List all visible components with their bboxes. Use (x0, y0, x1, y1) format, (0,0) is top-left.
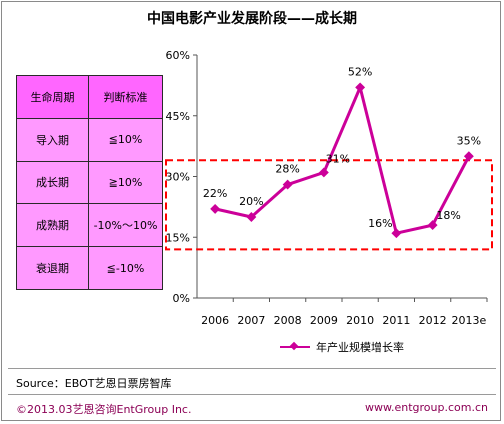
x-tick-label: 2011 (382, 314, 410, 327)
x-tick-label: 2006 (201, 314, 229, 327)
source-note: Source：EBOT艺恩日票房智库 (16, 377, 172, 390)
table-row: 导入期 ≦10% (16, 117, 163, 162)
table-header-cell: 生命周期 (16, 75, 89, 119)
data-label: 20% (239, 195, 263, 208)
y-tick-label: 30% (166, 171, 190, 184)
data-point (318, 167, 329, 178)
data-label: 22% (203, 187, 227, 200)
table-cell: 成熟期 (16, 203, 89, 248)
table-cell: -10%～10% (88, 203, 163, 248)
x-tick-label: 2010 (346, 314, 374, 327)
data-label: 28% (275, 163, 299, 176)
series-line (214, 85, 471, 235)
legend-label: 年产业规模增长率 (316, 341, 404, 354)
table-cell: ≧10% (88, 160, 163, 205)
divider-line (8, 394, 496, 395)
y-tick-label: 45% (166, 110, 190, 123)
copyright-text: ©2013.03艺恩咨询EntGroup Inc. (16, 403, 192, 416)
website-link[interactable]: www.entgroup.com.cn (365, 401, 488, 414)
x-tick-label: 2013e (451, 314, 486, 327)
table-row: 成熟期 -10%～10% (16, 203, 163, 248)
table-row: 衰退期 ≦-10% (16, 246, 163, 290)
highlight-box (165, 159, 493, 251)
table-cell: ≦-10% (88, 246, 163, 290)
data-label: 16% (368, 217, 392, 230)
x-tick-label: 2008 (274, 314, 302, 327)
chart-title: 中国电影产业发展阶段——成长期 (147, 11, 357, 27)
y-tick-label: 0% (173, 292, 190, 305)
data-point (210, 203, 221, 214)
data-label: 18% (436, 209, 460, 222)
table-header-cell: 判断标准 (88, 75, 163, 119)
data-point (355, 82, 366, 93)
x-tick-label: 2009 (310, 314, 338, 327)
data-label: 31% (326, 152, 350, 165)
data-label: 52% (348, 65, 372, 78)
table-cell: 衰退期 (16, 246, 89, 290)
x-tick-label: 2007 (237, 314, 265, 327)
data-label: 35% (457, 134, 481, 147)
y-tick-label: 15% (166, 231, 190, 244)
table-cell: ≦10% (88, 117, 163, 162)
data-point (391, 228, 402, 239)
chart-legend: 年产业规模增长率 (280, 340, 404, 354)
data-point (463, 151, 474, 162)
data-point (246, 212, 257, 222)
table-row: 成长期 ≧10% (16, 160, 163, 205)
legend-line-marker (280, 346, 310, 348)
table-header-row: 生命周期 判断标准 (16, 75, 163, 119)
data-point (282, 179, 293, 190)
lifecycle-table: 生命周期 判断标准 导入期 ≦10% 成长期 ≧10% 成熟期 -10%～10%… (16, 75, 163, 290)
data-point (427, 220, 438, 231)
y-tick-label: 60% (166, 49, 190, 62)
divider-line (8, 368, 496, 369)
x-tick-label: 2012 (419, 314, 447, 327)
table-cell: 成长期 (16, 160, 89, 205)
